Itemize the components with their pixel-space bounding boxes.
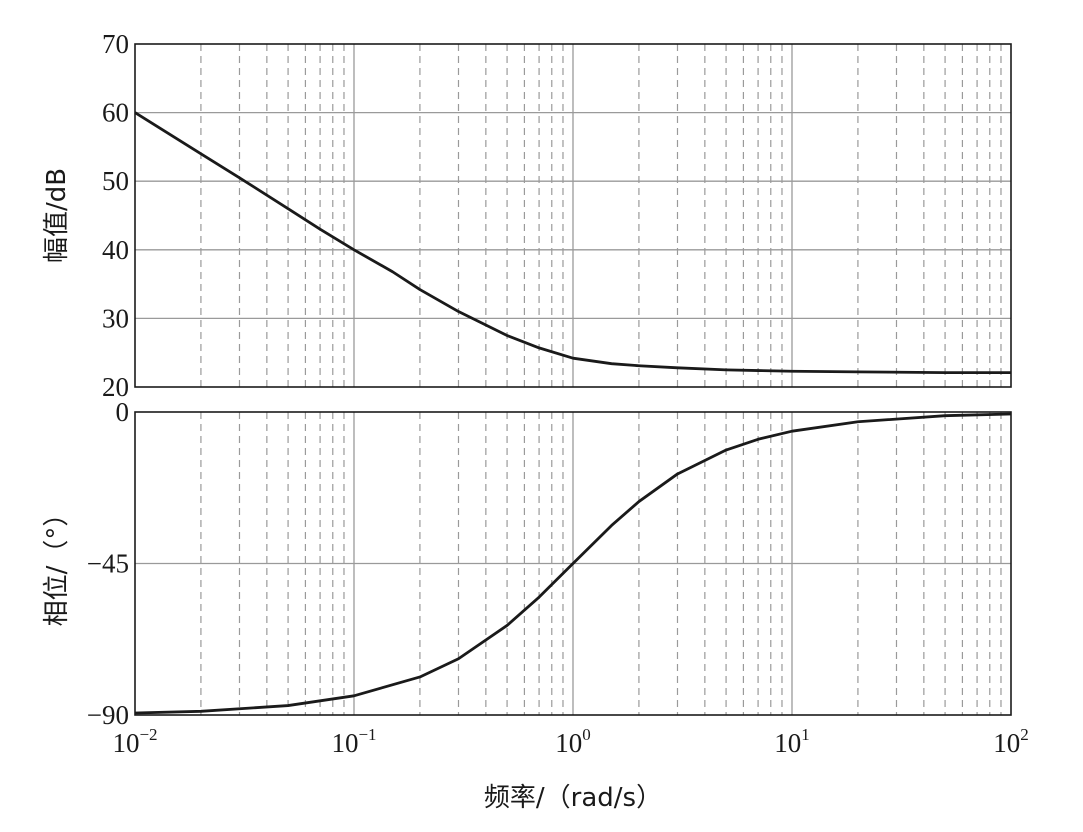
magnitude-panel: 20 30 40 50 60 70 幅值/dB: [42, 29, 1012, 402]
magnitude-y-tick-label: 70: [102, 29, 129, 59]
x-tick-label: 10−1: [331, 725, 376, 758]
phase-grid: [135, 412, 1011, 715]
magnitude-y-tick-label: 30: [102, 303, 129, 333]
phase-y-tick-label: −90: [87, 700, 129, 730]
x-tick-label: 10−2: [112, 725, 157, 758]
magnitude-axes-frame: [134, 43, 1012, 388]
magnitude-y-tick-label: 40: [102, 235, 129, 265]
magnitude-y-tick-label: 60: [102, 98, 129, 128]
magnitude-y-tick-label: 20: [102, 372, 129, 402]
magnitude-y-tick-label: 50: [102, 166, 129, 196]
x-axis-label: 频率/（rad/s）: [484, 783, 662, 813]
magnitude-y-ticks: 20 30 40 50 60 70: [102, 29, 129, 402]
x-tick-labels: 10−2 10−1 100 101 102: [112, 725, 1028, 758]
phase-y-tick-label: −45: [87, 549, 129, 579]
phase-y-ticks: −90 −45 0: [87, 397, 129, 730]
phase-curve: [134, 412, 1012, 715]
phase-y-tick-label: 0: [116, 397, 130, 427]
x-tick-label: 101: [774, 725, 810, 758]
magnitude-y-axis-label: 幅值/dB: [42, 168, 72, 263]
phase-panel: −90 −45 0 相位/（°）: [42, 397, 1012, 730]
phase-y-axis-label: 相位/（°）: [42, 501, 72, 627]
x-tick-label: 102: [993, 725, 1029, 758]
magnitude-grid: [135, 44, 1011, 387]
magnitude-curve: [134, 111, 1011, 374]
phase-axes-frame: [134, 411, 1012, 716]
x-tick-label: 100: [555, 725, 591, 758]
